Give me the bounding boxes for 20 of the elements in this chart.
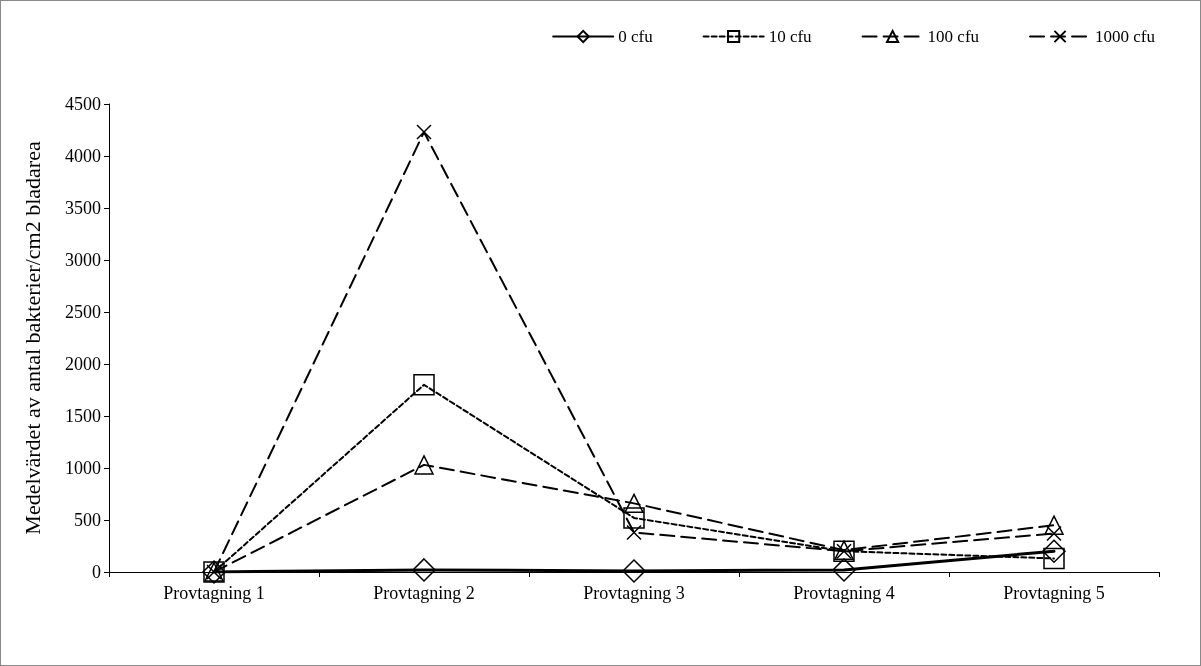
legend-label: 10 cfu bbox=[768, 27, 813, 46]
y-tick-label: 1500 bbox=[65, 406, 101, 426]
y-tick-label: 3500 bbox=[65, 198, 101, 218]
legend-label: 1000 cfu bbox=[1095, 27, 1156, 46]
x-tick-label: Provtagning 1 bbox=[163, 583, 265, 603]
y-tick-label: 4000 bbox=[65, 146, 101, 166]
y-tick-label: 2000 bbox=[65, 354, 101, 374]
legend-label: 100 cfu bbox=[927, 27, 980, 46]
y-tick-label: 0 bbox=[92, 562, 101, 582]
x-tick-label: Provtagning 3 bbox=[583, 583, 685, 603]
y-tick-label: 4500 bbox=[65, 94, 101, 114]
y-tick-label: 500 bbox=[74, 510, 101, 530]
y-axis-title: Medelvärdet av antal bakterier/cm2 bladarea bbox=[19, 141, 45, 535]
y-tick-label: 1000 bbox=[65, 458, 101, 478]
x-tick-label: Provtagning 5 bbox=[1003, 583, 1105, 603]
y-tick-label: 2500 bbox=[65, 302, 101, 322]
y-tick-label: 3000 bbox=[65, 250, 101, 270]
legend-label: 0 cfu bbox=[618, 27, 654, 46]
x-tick-label: Provtagning 2 bbox=[373, 583, 475, 603]
x-tick-label: Provtagning 4 bbox=[793, 583, 895, 603]
